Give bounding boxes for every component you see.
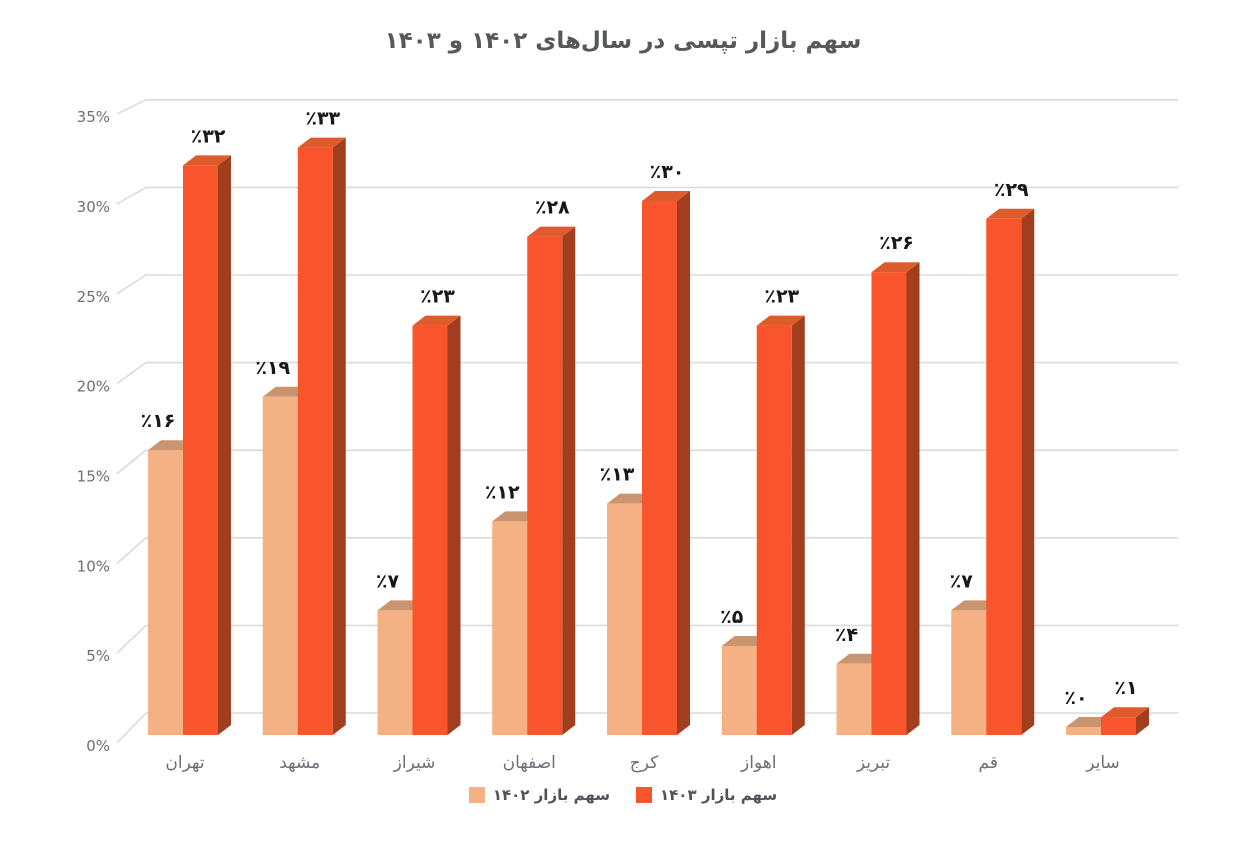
gridline xyxy=(116,274,1178,295)
bar-top-1403 xyxy=(297,137,346,148)
value-label-1403: ٪۳۲ xyxy=(191,125,226,147)
bar-1403 xyxy=(183,165,218,735)
bar-side-1403 xyxy=(1136,707,1149,735)
bar-1403 xyxy=(986,218,1022,736)
bar-1402 xyxy=(377,610,413,735)
y-axis-tick-label: 35% xyxy=(77,108,110,126)
value-label-1403: ٪۳۳ xyxy=(305,108,340,130)
y-axis-tick-label: 10% xyxy=(77,557,110,575)
value-label-1403: ٪۲۹ xyxy=(994,179,1029,201)
bar-side-1403 xyxy=(218,155,231,735)
value-label-1403: ٪۳۰ xyxy=(650,161,685,183)
y-axis-tick-label: 15% xyxy=(77,467,110,485)
bar-1403 xyxy=(756,325,792,735)
y-axis-tick-label: 30% xyxy=(77,198,110,216)
value-label-1403: ٪۱ xyxy=(1114,677,1137,699)
value-label-1402: ٪۱۲ xyxy=(485,481,520,503)
value-label-1402: ٪۱۳ xyxy=(600,464,635,486)
bar-side-1403 xyxy=(562,226,576,735)
x-axis-category-label: مشهد xyxy=(279,753,320,773)
bar-top-1403 xyxy=(412,315,461,326)
bar-1402 xyxy=(1066,727,1101,735)
value-label-1402: ٪۷ xyxy=(376,570,400,592)
gridline xyxy=(116,537,1178,564)
bar-top-1403 xyxy=(986,208,1035,219)
x-axis-category-label: سایر xyxy=(1085,753,1120,773)
y-axis-tick-label: 5% xyxy=(86,647,110,665)
bar-1402 xyxy=(721,646,757,735)
legend-swatch-1402 xyxy=(468,787,485,803)
value-label-1402: ٪۰ xyxy=(1064,687,1087,709)
legend-item-1402: سهم بازار ۱۴۰۲ xyxy=(468,786,610,804)
y-axis-tick-label: 0% xyxy=(86,737,110,755)
bar-side-1403 xyxy=(1021,208,1035,736)
bar-1403 xyxy=(297,147,333,736)
bar-side-1403 xyxy=(332,137,346,736)
bar-side-1403 xyxy=(791,315,805,735)
bar-top-1403 xyxy=(183,155,231,166)
x-axis-category-label: شیراز xyxy=(393,753,436,773)
value-label-1402: ٪۵ xyxy=(720,606,744,628)
bar-top-1403 xyxy=(756,315,805,326)
value-label-1402: ٪۱۹ xyxy=(255,357,290,379)
value-label-1403: ٪۲۳ xyxy=(764,286,799,308)
bar-top-1403 xyxy=(1101,707,1149,718)
bar-top-1403 xyxy=(642,191,690,201)
bar-1402 xyxy=(262,396,298,735)
x-axis-category-label: اهواز xyxy=(740,753,776,773)
bar-1403 xyxy=(642,201,677,735)
x-axis-category-label: اصفهان xyxy=(503,753,556,773)
bar-1402 xyxy=(607,503,642,735)
bar-1403 xyxy=(527,236,563,735)
bar-side-1403 xyxy=(447,315,461,735)
bar-1403 xyxy=(412,325,448,735)
bar-side-1403 xyxy=(906,262,920,735)
y-axis-tick-label: 25% xyxy=(77,288,110,306)
bar-1403 xyxy=(871,272,907,735)
bar-1402 xyxy=(951,610,987,735)
bar-1402 xyxy=(492,521,528,735)
gridline xyxy=(116,712,1178,744)
gridline xyxy=(116,624,1178,654)
chart-legend: سهم بازار ۱۴۰۲ سهم بازار ۱۴۰۳ xyxy=(0,786,1246,804)
bar-1402 xyxy=(148,450,183,735)
legend-swatch-1403 xyxy=(636,787,652,803)
bar-1402 xyxy=(836,663,872,735)
value-label-1402: ٪۴ xyxy=(835,624,858,646)
gridline xyxy=(116,449,1178,475)
bar-top-1403 xyxy=(527,226,576,237)
gridline xyxy=(116,186,1178,205)
gridline xyxy=(116,99,1178,115)
bar-side-1403 xyxy=(677,191,690,735)
value-label-1402: ٪۱۶ xyxy=(141,410,176,432)
value-label-1403: ٪۲۸ xyxy=(535,197,570,219)
x-axis-category-label: کرج xyxy=(630,753,659,773)
legend-label-1402: سهم بازار ۱۴۰۲ xyxy=(492,786,610,804)
value-label-1402: ٪۷ xyxy=(950,570,974,592)
chart-title: سهم بازار تپسی در سال‌های ۱۴۰۲ و ۱۴۰۳ xyxy=(384,28,862,54)
y-axis-tick-label: 20% xyxy=(77,378,110,396)
legend-item-1403: سهم بازار ۱۴۰۳ xyxy=(636,786,777,804)
x-axis-category-label: تبریز xyxy=(856,753,891,773)
x-axis-category-label: قم xyxy=(979,753,998,773)
bar-top-1403 xyxy=(871,262,920,273)
legend-label-1403: سهم بازار ۱۴۰۳ xyxy=(660,786,778,804)
x-axis-category-label: تهران xyxy=(165,753,204,773)
value-label-1403: ٪۲۶ xyxy=(879,232,914,254)
gridline xyxy=(116,361,1178,385)
value-label-1403: ٪۲۳ xyxy=(420,286,455,308)
bar-1403 xyxy=(1101,717,1136,735)
